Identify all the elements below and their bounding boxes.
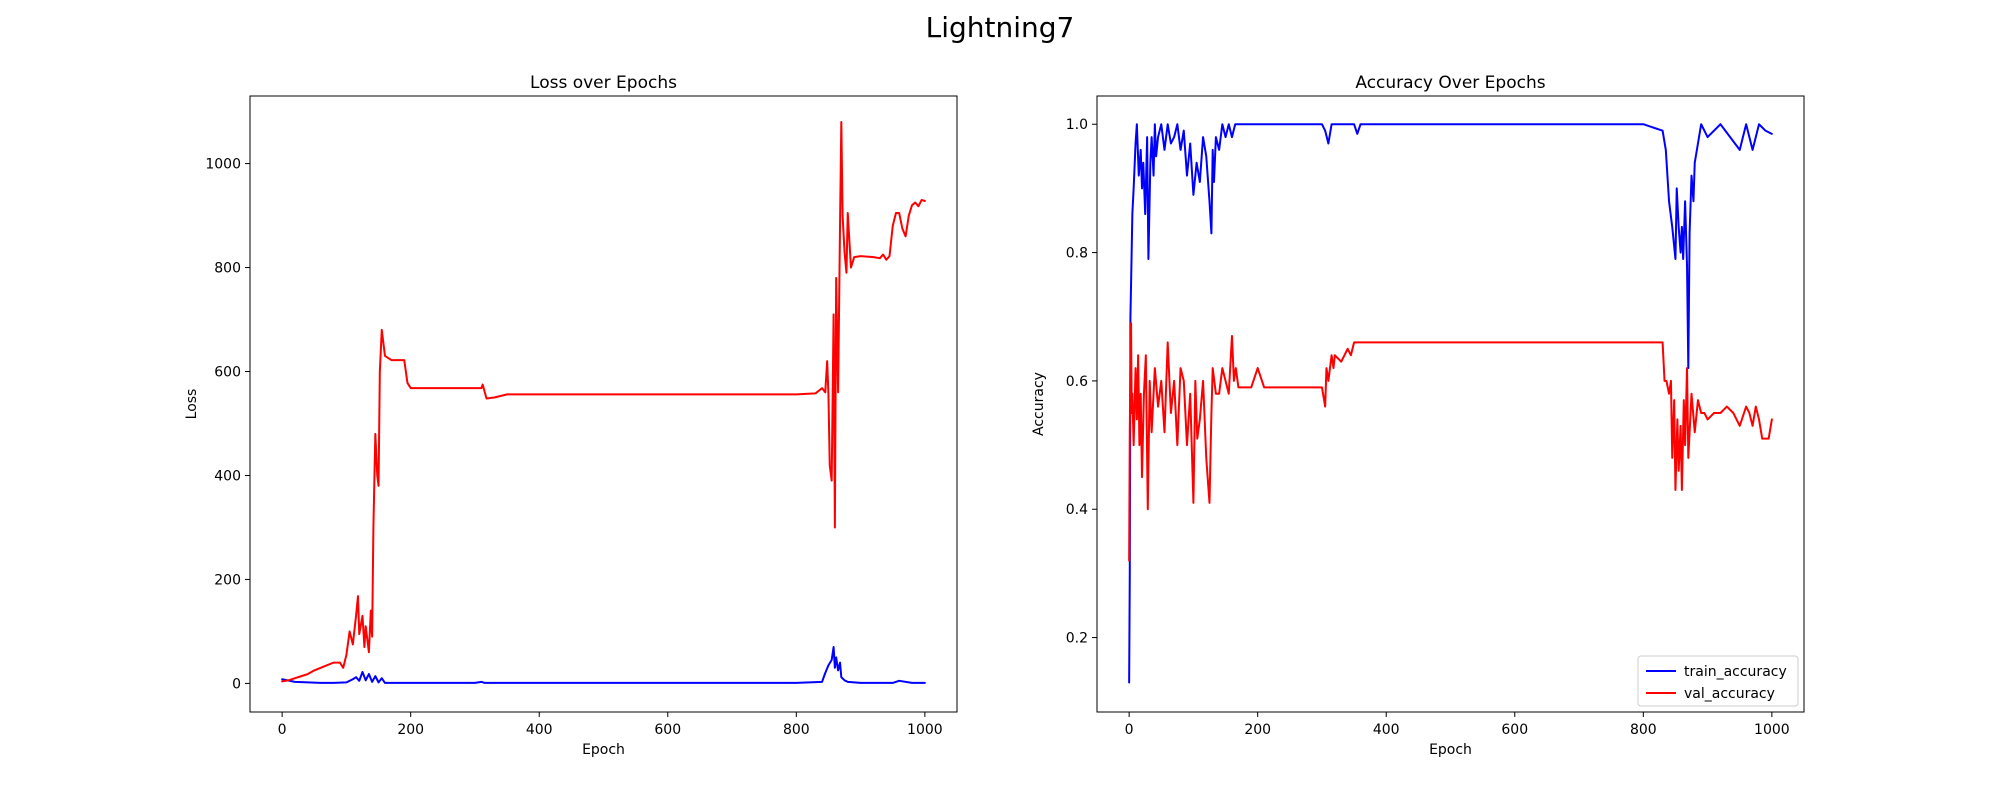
y-tick-label: 800 <box>214 261 241 277</box>
chart-2: 0 200 400 600 800 1000 0.2 0.4 0.6 0.8 1.0 Accuracy… <box>1031 73 1805 758</box>
series-line-train_accuracy <box>1128 123 1773 684</box>
series-line-series-1 <box>281 646 926 684</box>
y-tick-label: 0.8 <box>1066 246 1088 262</box>
y-tick-label: 1000 <box>205 157 241 173</box>
chart-title: Accuracy Over Epochs <box>1355 73 1545 93</box>
y-axis-label: Loss <box>184 389 200 420</box>
x-tick-label: 1000 <box>907 722 943 738</box>
legend-box <box>1637 655 1799 707</box>
y-tick-label: 0.6 <box>1066 374 1088 390</box>
x-axis-label: Epoch <box>1429 742 1472 758</box>
x-tick-label: 800 <box>783 722 810 738</box>
x-tick-label: 800 <box>1630 722 1657 738</box>
x-tick-label: 0 <box>278 722 287 738</box>
chart-title: Loss over Epochs <box>530 73 677 93</box>
series-line-series-2 <box>281 120 926 683</box>
figure-suptitle: Lightning7 <box>926 11 1075 44</box>
axes-frame <box>1096 95 1805 713</box>
x-tick-label: 600 <box>1501 722 1528 738</box>
y-tick-label: 600 <box>214 365 241 381</box>
y-tick-label: 0.4 <box>1066 502 1088 518</box>
y-axis-label: Accuracy <box>1031 372 1047 436</box>
y-tick-label: 400 <box>214 468 241 484</box>
legend: train_accuracy val_accuracy <box>1637 655 1799 707</box>
x-tick-label: 200 <box>1244 722 1271 738</box>
y-tick-label: 0 <box>232 676 241 692</box>
x-tick-label: 600 <box>654 722 681 738</box>
chart-1: 0 200 400 600 800 1000 0 200 400 600 800 1000 Loss o… <box>184 73 958 758</box>
y-tick-label: 1.0 <box>1066 117 1088 133</box>
x-tick-label: 400 <box>1373 722 1400 738</box>
x-axis-label: Epoch <box>582 742 625 758</box>
y-tick-label: 200 <box>214 572 241 588</box>
y-tick-label: 0.2 <box>1066 631 1088 647</box>
axes-frame <box>249 95 958 713</box>
x-tick-label: 400 <box>526 722 553 738</box>
series-line-val_accuracy <box>1128 322 1773 562</box>
legend-label: train_accuracy <box>1684 664 1787 680</box>
x-tick-label: 1000 <box>1754 722 1790 738</box>
legend-label: val_accuracy <box>1684 686 1775 702</box>
x-tick-label: 0 <box>1125 722 1134 738</box>
x-tick-label: 200 <box>397 722 424 738</box>
